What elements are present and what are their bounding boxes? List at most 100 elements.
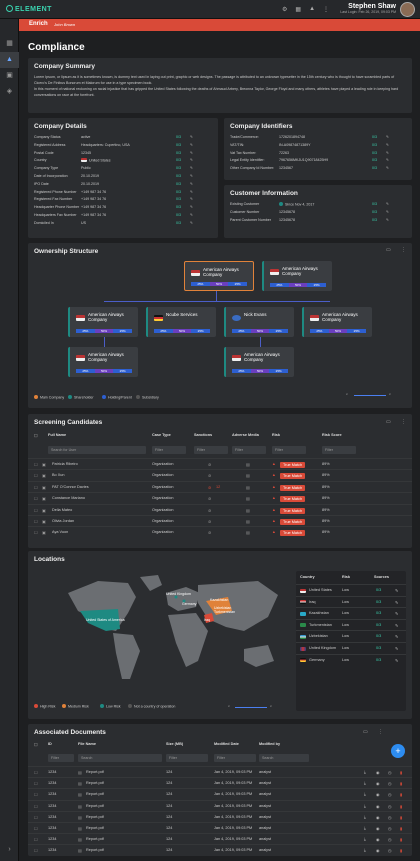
- source-count[interactable]: 0/3: [176, 174, 181, 178]
- ownership-node[interactable]: Ncube Services 25% 50% 25%: [146, 307, 216, 337]
- edit-icon[interactable]: ✎: [386, 142, 390, 147]
- history-icon[interactable]: ◷: [388, 849, 392, 854]
- table-row[interactable]: ☐ ▣ Patricia Ribeiro Organization ⊘ ▤ ▲ True Ma…: [28, 458, 412, 469]
- row-checkbox[interactable]: ☐: [34, 520, 38, 524]
- column-header[interactable]: Size (MB): [166, 742, 184, 746]
- view-icon[interactable]: ◉: [376, 771, 380, 775]
- add-document-button[interactable]: +: [391, 744, 405, 758]
- source-count[interactable]: 0/3: [376, 588, 382, 592]
- row-checkbox[interactable]: ☐: [34, 827, 38, 831]
- search-input[interactable]: Search for User: [48, 446, 146, 454]
- zoom-out-icon[interactable]: ⌕: [228, 704, 231, 708]
- edit-icon[interactable]: ✎: [395, 623, 399, 628]
- source-count[interactable]: 0/3: [176, 197, 181, 202]
- row-checkbox[interactable]: ☐: [34, 838, 38, 843]
- delete-icon[interactable]: ▮: [400, 771, 403, 775]
- column-header[interactable]: Country: [300, 575, 315, 579]
- document-row[interactable]: ☐ 1234 ▤ Report.pdf 124 Jan 4, 2019, 09:03 PM…: [28, 788, 412, 799]
- edit-icon[interactable]: ✎: [190, 205, 194, 210]
- filter-dropdown[interactable]: Filter: [194, 446, 228, 454]
- edit-icon[interactable]: ✎: [190, 135, 194, 139]
- source-count[interactable]: 0/3: [376, 622, 382, 627]
- source-count[interactable]: 0/3: [372, 209, 377, 214]
- filter-dropdown[interactable]: Filter: [272, 446, 306, 454]
- table-row[interactable]: ☐ ▣ Aya Vuon Organization ⊘ ▤ ▲ True Match 89%: [28, 526, 412, 537]
- world-map[interactable]: United States of America United Kingdom …: [58, 571, 283, 689]
- edit-icon[interactable]: ✎: [386, 150, 390, 155]
- column-header[interactable]: Risk: [342, 575, 351, 579]
- row-checkbox[interactable]: ☐: [34, 485, 38, 490]
- table-row[interactable]: ☐ ▣ PAT O'Connor Davies Organization ⊘ 12 ▤ ▲ Tr…: [28, 480, 412, 492]
- filter-dropdown[interactable]: Filter: [214, 754, 256, 762]
- select-all-checkbox[interactable]: ☐: [34, 743, 38, 747]
- document-row[interactable]: ☐ 1234 ▤ Report.pdf 124 Jan 4, 2019, 09:03 PM…: [28, 822, 412, 833]
- cases-icon[interactable]: ▣: [6, 72, 13, 79]
- select-all-checkbox[interactable]: ☐: [34, 434, 38, 438]
- view-icon[interactable]: ◉: [376, 849, 380, 854]
- delete-icon[interactable]: ▮: [400, 849, 403, 854]
- download-icon[interactable]: ⤓: [364, 826, 366, 830]
- source-count[interactable]: 0/3: [376, 657, 382, 662]
- edit-icon[interactable]: ✎: [386, 209, 390, 214]
- table-row[interactable]: ☐ ▣ Constance Mariano Organization ⊘ ▤ ▲ True M…: [28, 492, 412, 503]
- zoom-out-icon[interactable]: ⌕: [346, 392, 349, 396]
- edit-icon[interactable]: ✎: [386, 166, 390, 171]
- edit-icon[interactable]: ✎: [190, 213, 194, 217]
- source-count[interactable]: 0/3: [376, 599, 382, 604]
- dashboard-icon[interactable]: ▦: [6, 40, 13, 47]
- more-icon[interactable]: ⋮: [323, 7, 330, 13]
- history-icon[interactable]: ◷: [388, 782, 392, 787]
- app-logo[interactable]: ELEMENT: [6, 5, 52, 13]
- source-count[interactable]: 0/3: [176, 135, 181, 139]
- ownership-node[interactable]: American Airways Company 25% 50% 25%: [184, 261, 254, 291]
- history-icon[interactable]: ◷: [388, 827, 392, 831]
- column-header[interactable]: ID: [48, 742, 52, 746]
- ownership-node[interactable]: American Airways Company 25% 50% 25%: [262, 261, 332, 291]
- view-icon[interactable]: ◉: [376, 804, 380, 809]
- zoom-slider[interactable]: [354, 395, 386, 396]
- ownership-node[interactable]: American Airways Company 25% 50% 25%: [302, 307, 372, 337]
- source-count[interactable]: 0/3: [376, 646, 382, 650]
- document-row[interactable]: ☐ 1234 ▤ Report.pdf 124 Jan 4, 2019, 09:03 PM…: [28, 833, 412, 844]
- source-count[interactable]: 0/3: [372, 135, 377, 139]
- more-icon[interactable]: ⋮: [378, 729, 383, 735]
- edit-icon[interactable]: ✎: [386, 217, 390, 222]
- zoom-in-icon[interactable]: ⌕: [270, 704, 273, 708]
- filter-dropdown[interactable]: Search: [259, 754, 309, 762]
- edit-icon[interactable]: ✎: [386, 202, 390, 206]
- filter-dropdown[interactable]: Filter: [232, 446, 266, 454]
- download-icon[interactable]: ⤓: [364, 770, 366, 774]
- download-icon[interactable]: ⤓: [364, 803, 366, 808]
- column-header[interactable]: Sources: [374, 575, 389, 579]
- source-count[interactable]: 0/3: [176, 166, 181, 171]
- download-icon[interactable]: ⤓: [364, 781, 366, 786]
- location-row[interactable]: Uzbekistan Low 0/3 ✎: [296, 630, 406, 641]
- source-count[interactable]: 0/3: [372, 142, 377, 147]
- row-checkbox[interactable]: ☐: [34, 531, 38, 536]
- edit-icon[interactable]: ✎: [190, 150, 194, 155]
- document-row[interactable]: ☐ 1234 ▤ Report.pdf 124 Jan 4, 2019, 09:03 PM…: [28, 777, 412, 788]
- source-count[interactable]: 0/3: [372, 158, 377, 163]
- edit-icon[interactable]: ✎: [190, 189, 194, 194]
- history-icon[interactable]: ◷: [388, 838, 392, 843]
- download-icon[interactable]: ⤓: [364, 792, 366, 797]
- layers-icon[interactable]: ◈: [6, 88, 13, 95]
- location-row[interactable]: Kazakhstan Low 0/3 ✎: [296, 607, 406, 618]
- view-icon[interactable]: ◉: [376, 815, 380, 820]
- document-row[interactable]: ☐ 1234 ▤ Report.pdf 124 Jan 4, 2019, 09:03 PM…: [28, 810, 412, 822]
- edit-icon[interactable]: ✎: [395, 658, 399, 663]
- delete-icon[interactable]: ▮: [400, 815, 403, 820]
- expand-icon[interactable]: ▭: [363, 729, 368, 735]
- table-row[interactable]: ☐ ▣ Bo Xun Organization ⊘ ▤ ▲ True Match 89%: [28, 469, 412, 480]
- edit-icon[interactable]: ✎: [190, 142, 194, 147]
- filter-dropdown[interactable]: Filter: [166, 754, 208, 762]
- column-header[interactable]: Risk Score: [322, 433, 342, 437]
- column-header[interactable]: Full Name: [48, 433, 67, 437]
- source-count[interactable]: 0/3: [372, 217, 377, 222]
- column-header[interactable]: Sanctions: [194, 433, 213, 437]
- edit-icon[interactable]: ✎: [190, 220, 194, 225]
- delete-icon[interactable]: ▮: [400, 793, 403, 798]
- view-icon[interactable]: ◉: [376, 827, 380, 831]
- zoom-in-icon[interactable]: ⌕: [389, 392, 392, 396]
- history-icon[interactable]: ◷: [388, 771, 392, 775]
